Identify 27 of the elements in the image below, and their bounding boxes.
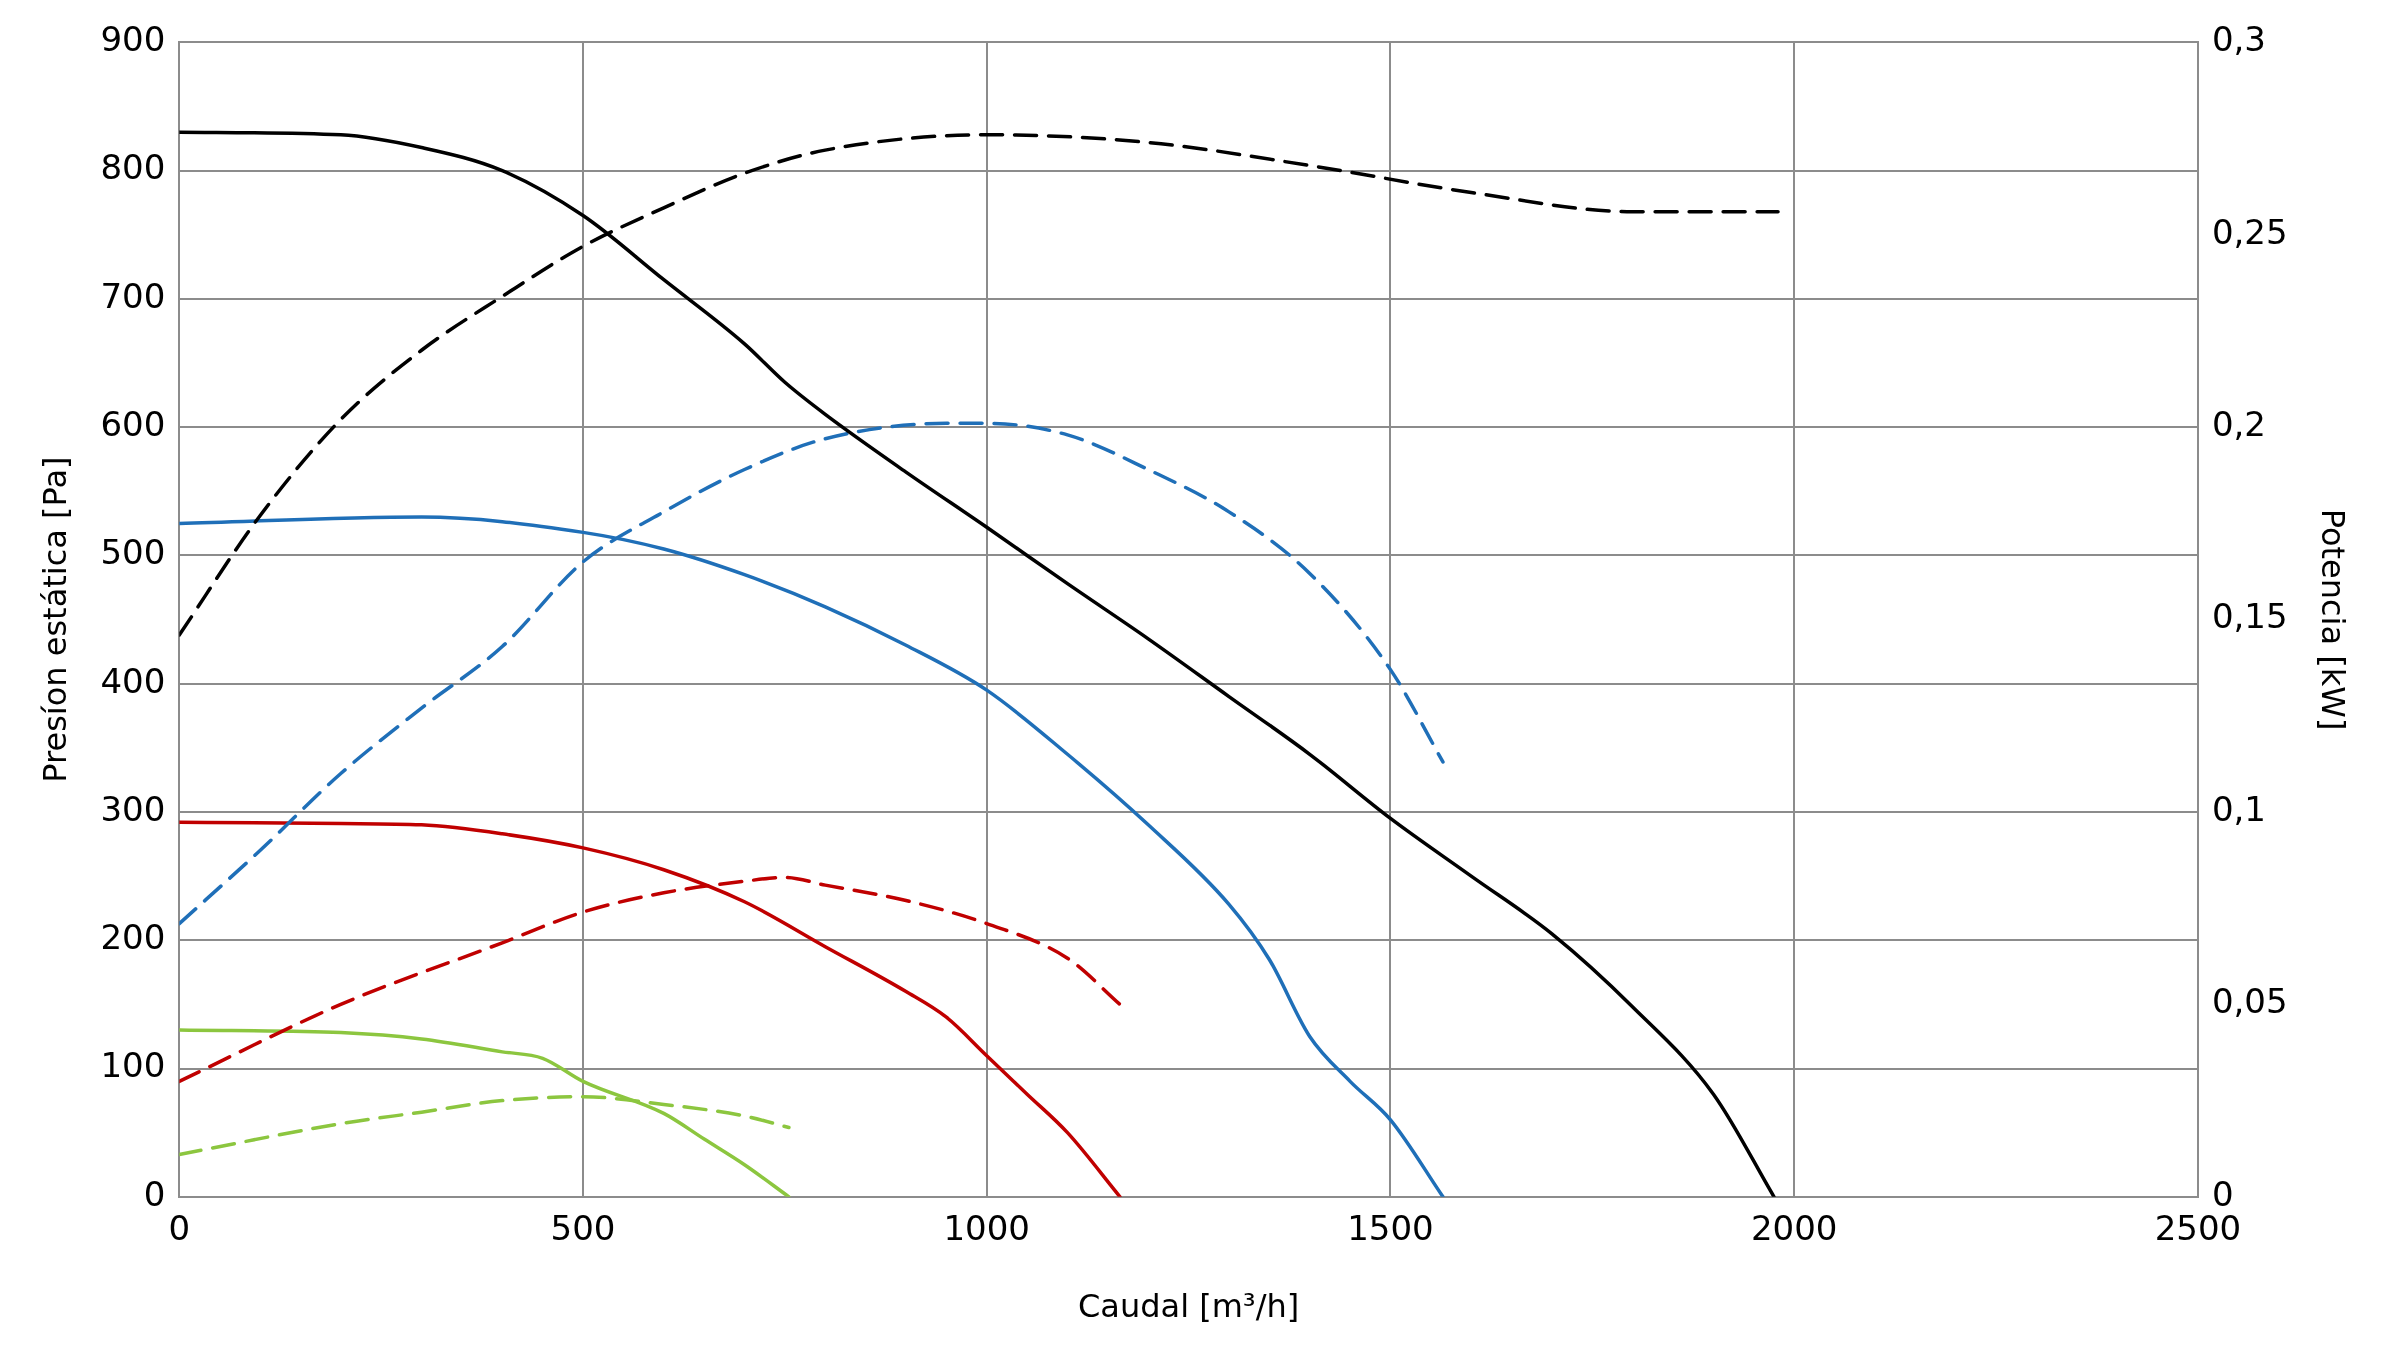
x-tick-label: 1000 xyxy=(943,1208,1030,1249)
x-tick-label: 2000 xyxy=(1750,1208,1838,1249)
y-tick-label: 200 xyxy=(100,917,166,958)
y-tick-label: 600 xyxy=(100,404,166,445)
y-tick-label: 300 xyxy=(100,788,166,829)
y-tick-label: 100 xyxy=(100,1045,166,1086)
x-tick-label: 0 xyxy=(168,1208,191,1249)
y2-tick-label: 0,1 xyxy=(2211,788,2266,829)
x-tick-label: 1500 xyxy=(1347,1208,1434,1249)
y-tick-label: 400 xyxy=(100,660,166,701)
line-series xyxy=(179,820,1122,1197)
y-tick-label: 900 xyxy=(100,19,166,60)
y-tick-label: 500 xyxy=(100,532,166,573)
x-tick-label: 500 xyxy=(550,1208,616,1249)
y2-axis-title: Potencia [kW] xyxy=(2314,508,2353,731)
y2-tick-label: 0,05 xyxy=(2211,981,2288,1022)
y-tick-label: 800 xyxy=(100,147,166,188)
line-series xyxy=(179,1028,791,1197)
x-axis-title: Caudal [m³/h] xyxy=(1077,1287,1300,1326)
y-tick-label: 700 xyxy=(100,275,166,316)
y2-tick-label: 0,2 xyxy=(2211,404,2266,445)
y2-tick-label: 0,15 xyxy=(2211,596,2288,637)
line-series xyxy=(179,130,1776,1197)
y-axis-title: Presíon estática [Pa] xyxy=(35,456,74,783)
y2-tick-label: 0,3 xyxy=(2211,19,2266,60)
y-tick-label: 0 xyxy=(143,1173,166,1214)
y2-tick-label: 0,25 xyxy=(2211,211,2288,252)
